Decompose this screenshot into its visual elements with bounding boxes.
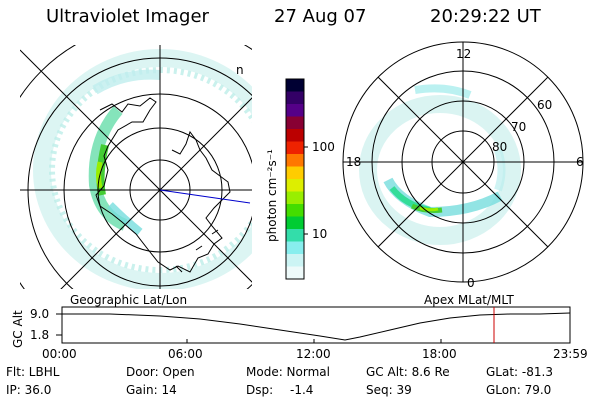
colorbar — [286, 79, 304, 280]
colorbar-band — [286, 141, 304, 155]
info-seq: Seq: 39 — [366, 383, 412, 397]
mlt-label-18: 18 — [346, 155, 362, 169]
coastline — [95, 97, 231, 273]
info-ip: IP: 36.0 — [6, 383, 52, 397]
colorbar-band — [286, 79, 304, 92]
satellite-track — [159, 189, 251, 204]
geographic-caption: Geographic Lat/Lon — [70, 293, 188, 307]
info-glat: GLat: -81.3 — [486, 365, 553, 379]
colorbar-band — [286, 179, 304, 192]
info-gain: Gain: 14 — [126, 383, 177, 397]
aurora-oval-right — [359, 84, 521, 245]
colorbar-band — [286, 216, 304, 230]
corner-mark: n — [236, 63, 244, 77]
geographic-map — [20, 45, 252, 289]
colorbar-band — [286, 204, 304, 217]
date-label: 27 Aug 07 — [274, 6, 367, 27]
info-mode: Mode: Normal — [246, 365, 330, 379]
meridian-line-3 — [20, 49, 252, 283]
mlat-label-60: 60 — [537, 98, 553, 112]
time-tick-0000: 00:00 — [42, 347, 77, 361]
colorbar-band — [286, 116, 304, 130]
colorbar-tick-100: 100 — [312, 140, 335, 154]
mlt-label-0: 0 — [467, 276, 475, 290]
instrument-title: Ultraviolet Imager — [46, 6, 209, 27]
mlt-label-12: 12 — [456, 47, 472, 61]
info-dsp-value: -1.4 — [290, 383, 314, 397]
colorbar-band — [286, 241, 304, 255]
altitude-plot — [56, 306, 571, 344]
time-tick-1800: 18:00 — [422, 347, 457, 361]
colorbar-band — [286, 104, 304, 117]
info-flt: Flt: LBHL — [6, 365, 60, 379]
colorbar-band — [286, 254, 304, 267]
altitude-curve — [62, 312, 571, 341]
info-glon: GLon: 79.0 — [486, 383, 552, 397]
mlat-label-80: 80 — [492, 140, 508, 154]
altitude-ytick-high: 9.0 — [30, 307, 50, 321]
colorbar-band — [286, 191, 304, 205]
altitude-ylabel: GC Alt — [11, 310, 25, 348]
time-label: 20:29:22 UT — [430, 6, 541, 27]
meridian-line-4 — [60, 97, 252, 289]
apex-caption: Apex MLat/MLT — [424, 293, 514, 307]
time-tick-2359: 23:59 — [553, 347, 588, 361]
colorbar-band — [286, 129, 304, 142]
time-tick-1200: 12:00 — [296, 347, 331, 361]
colorbar-tick-10: 10 — [312, 227, 328, 241]
colorbar-band — [286, 266, 304, 280]
coastline-islands — [175, 229, 219, 273]
mlt-label-6: 6 — [576, 155, 584, 169]
colorbar-label: photon cm⁻²s⁻¹ — [265, 149, 279, 242]
info-gcalt: GC Alt: 8.6 Re — [366, 365, 450, 379]
altitude-ytick-low: 1.8 — [30, 328, 50, 342]
mlt-line-diag-2 — [377, 76, 549, 248]
apex-map — [342, 41, 584, 283]
altitude-plot-frame — [61, 306, 571, 344]
colorbar-band — [286, 154, 304, 167]
colorbar-band — [286, 91, 304, 105]
mlat-label-70: 70 — [511, 120, 527, 134]
time-tick-0600: 06:00 — [168, 347, 203, 361]
colorbar-band — [286, 229, 304, 242]
info-door: Door: Open — [126, 365, 195, 379]
info-dsp-label: Dsp: — [246, 383, 274, 397]
colorbar-band — [286, 166, 304, 180]
